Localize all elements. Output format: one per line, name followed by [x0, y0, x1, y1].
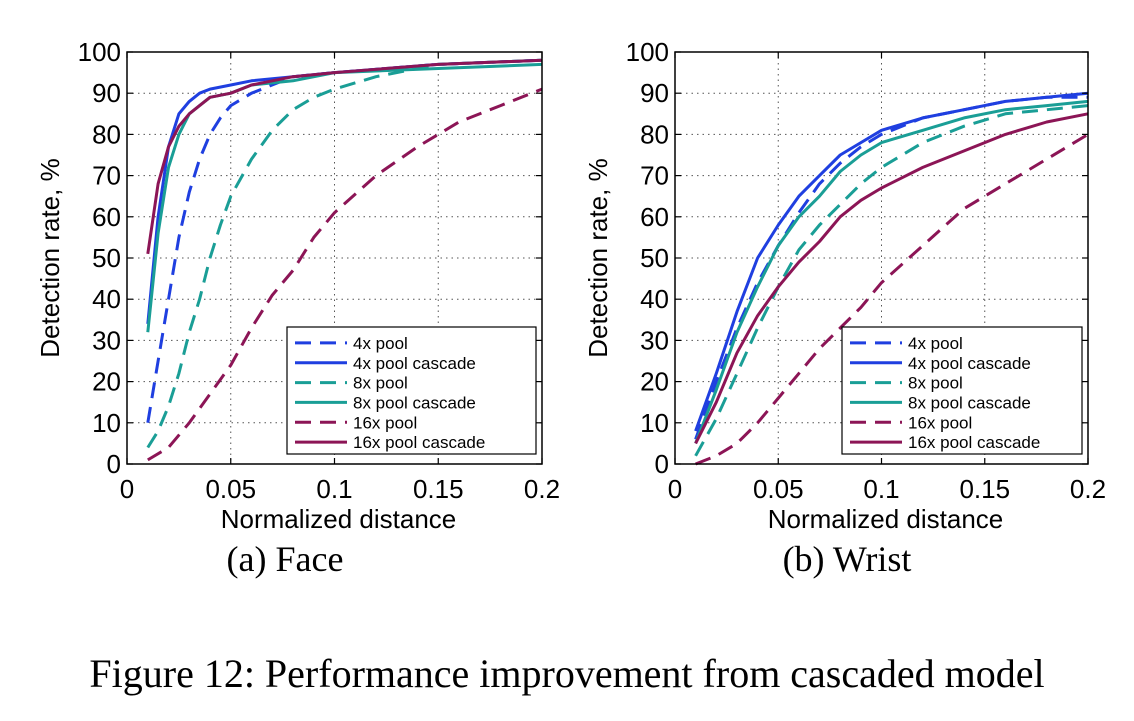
- x-tick-label: 0.1: [863, 474, 899, 504]
- y-tick-label: 10: [92, 408, 121, 438]
- x-tick-label: 0.05: [205, 474, 256, 504]
- legend-entry: 4x pool cascade: [353, 354, 476, 373]
- x-axis-label: Normalized distance: [768, 504, 1004, 534]
- x-axis-label: Normalized distance: [221, 504, 457, 534]
- x-tick-label: 0.15: [959, 474, 1010, 504]
- y-tick-label: 50: [640, 243, 669, 273]
- y-tick-label: 0: [107, 449, 121, 479]
- y-axis-label: Detection rate, %: [35, 158, 65, 357]
- y-tick-label: 30: [640, 325, 669, 355]
- series-line-16x-pool-cascade: [694, 112, 1089, 445]
- series-line-16x-pool: [147, 87, 543, 462]
- series-line-16x-pool-cascade: [146, 58, 543, 255]
- legend-entry: 8x pool cascade: [908, 393, 1031, 412]
- series-line-8x-pool-cascade: [146, 62, 543, 333]
- x-tick-label: 0.2: [524, 474, 560, 504]
- chart-panel-1: 0 0.05 0.1 0.15 0.2 0 10 20 30 40 50 60 70 80 90 100 Nor…: [583, 37, 1106, 534]
- y-tick-label: 90: [92, 78, 121, 108]
- subfigure-caption-wrist: (b) Wrist: [782, 539, 912, 579]
- y-tick-label: 50: [92, 243, 121, 273]
- x-tick-label: 0.15: [413, 474, 464, 504]
- y-tick-label: 20: [92, 367, 121, 397]
- legend-entry: 8x pool: [353, 374, 408, 393]
- x-tick-label: 0: [668, 474, 682, 504]
- y-tick-label: 80: [640, 119, 669, 149]
- legend-entry: 8x pool cascade: [353, 393, 476, 412]
- y-tick-label: 70: [92, 161, 121, 191]
- figure-caption: Figure 12: Performance improvement from …: [89, 651, 1045, 696]
- legend-entry: 16x pool: [908, 413, 972, 432]
- chart-panel-0: 0 0.05 0.1 0.15 0.2 0 10 20 30 40 50 60 70 80 90 100 Nor…: [35, 37, 560, 534]
- y-tick-label: 60: [640, 202, 669, 232]
- y-tick-label: 40: [92, 284, 121, 314]
- y-tick-label: 0: [655, 449, 669, 479]
- legend-box: [841, 326, 1083, 455]
- legend-entry: 16x pool cascade: [353, 433, 485, 452]
- series-line-4x-pool-cascade: [694, 91, 1089, 432]
- y-tick-label: 60: [92, 202, 121, 232]
- legend-entry: 4x pool: [908, 334, 963, 353]
- y-tick-label: 30: [92, 325, 121, 355]
- y-tick-label: 40: [640, 284, 669, 314]
- series-line-8x-pool: [694, 104, 1089, 457]
- x-tick-label: 0.2: [1070, 474, 1106, 504]
- series-line-8x-pool: [146, 58, 543, 449]
- x-tick-label: 0.05: [753, 474, 804, 504]
- y-tick-label: 10: [640, 408, 669, 438]
- legend-entry: 4x pool: [353, 334, 408, 353]
- y-tick-label: 90: [640, 78, 669, 108]
- y-tick-label: 20: [640, 367, 669, 397]
- legend-entry: 16x pool: [353, 413, 417, 432]
- series-line-16x-pool: [695, 133, 1089, 466]
- subfigure-caption-face: (a) Face: [226, 539, 344, 579]
- y-tick-label: 70: [640, 161, 669, 191]
- legend-entry: 8x pool: [908, 374, 963, 393]
- series-line-8x-pool-cascade: [694, 99, 1089, 444]
- y-tick-label: 100: [626, 37, 669, 67]
- legend-entry: 4x pool cascade: [908, 354, 1031, 373]
- y-tick-label: 100: [78, 37, 121, 67]
- x-tick-label: 0: [120, 474, 134, 504]
- legend-box: [286, 326, 537, 455]
- y-tick-label: 80: [92, 119, 121, 149]
- legend-entry: 16x pool cascade: [908, 433, 1040, 452]
- y-axis-label: Detection rate, %: [583, 158, 613, 357]
- x-tick-label: 0.1: [316, 474, 352, 504]
